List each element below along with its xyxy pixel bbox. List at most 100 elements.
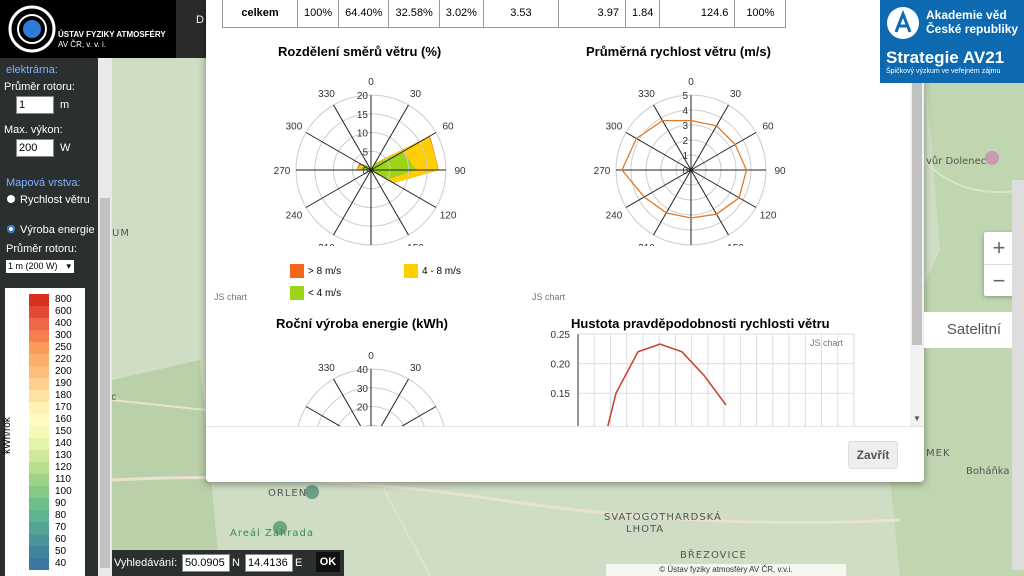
angle-label: 330 [638,89,655,100]
zoom-out-button[interactable]: − [992,268,1006,293]
radial-tick: 10 [357,129,369,140]
satellite-button[interactable]: Satelitní [924,312,1024,348]
rotor-label: Průměr rotoru: [4,81,75,93]
energy-title: Roční výroba energie (kWh) [276,316,448,331]
table-cell: 3.53 [482,0,559,28]
legend-swatch [29,318,49,330]
legend-tick: 200 [55,366,72,377]
institute-logo[interactable]: ÚSTAV FYZIKY ATMOSFÉRY AV ČR, v. v. i. [0,0,176,58]
close-button[interactable]: Zavřít [848,441,898,469]
radio-wind-label[interactable]: Rychlost větru [20,194,90,206]
legend-swatch [29,402,49,414]
color-legend: 800 600 400 300 250 220 200 190 180 170 160 150 140 1… [2,288,85,576]
angle-label: 210 [638,243,655,246]
legend-low: < 4 m/s [308,288,342,299]
radio-wind[interactable] [7,195,15,203]
power-input[interactable] [16,139,54,157]
radial-tick: 1 [682,151,688,162]
modal-content: celkem 100% 64.40% 32.58% 3.02% 3.53 3.9… [206,0,910,426]
radio-energy[interactable] [7,225,15,233]
spoke [370,132,437,171]
angle-label: 30 [410,89,422,100]
legend-tick: 50 [55,546,67,557]
table-cell: 32.58% [388,0,440,28]
wind-direction-chart: 030609012015018021024027030033020151050 [274,77,466,246]
radial-tick: 0 [682,166,688,177]
sidebar-scrollbar[interactable] [98,58,112,576]
y-tick: 0.15 [551,389,571,400]
nav-item-partial[interactable]: D [196,14,204,26]
angle-label: 0 [688,77,694,88]
sidebar-scroll-thumb[interactable] [100,198,110,568]
top-nav-strip: D [176,0,206,58]
density-line [607,343,727,426]
spoke [690,169,757,208]
map-label-svatogothardska: SVATOGOTHARDSKÁ [604,512,722,523]
angle-label: 150 [407,243,424,246]
modal-scroll-thumb[interactable] [912,0,922,345]
angle-label: 330 [318,363,335,374]
angle-label: 90 [774,166,786,177]
angle-label: 0 [368,351,374,362]
legend-swatch [29,522,49,534]
layer-heading: Mapová vrstva: [6,177,81,189]
angle-label: 240 [606,211,623,222]
latitude-input[interactable] [182,554,230,572]
legend-swatch-mid [404,264,418,278]
radio-energy-label[interactable]: Výroba energie [20,224,95,236]
radial-tick: 5 [362,147,368,158]
spoke [305,132,372,171]
spoke [333,104,372,171]
legend-tick: 300 [55,330,72,341]
legend-tick: 600 [55,306,72,317]
js-chart-label: JS chart [532,292,566,302]
radial-tick: 0 [362,166,368,177]
angle-label: 210 [318,243,335,246]
legend-swatch [29,390,49,402]
series-low-area [359,151,416,180]
density-title: Hustota pravděpodobnosti rychlosti větru [571,316,830,331]
power-unit: W [60,142,71,154]
modal-scrollbar[interactable]: ▼ [910,0,924,426]
radial-tick: 30 [357,384,369,395]
legend-tick: 170 [55,402,72,413]
legend-tick: 120 [55,462,72,473]
legend-tick: 180 [55,390,72,401]
legend-axis-wrap: kWh/rok [2,406,31,466]
legend-tick: 100 [55,486,72,497]
spoke [653,104,692,171]
rotor-input[interactable] [16,96,54,114]
legend-tick: 90 [55,498,67,509]
legend-tick: 40 [55,558,67,569]
scroll-down-icon[interactable]: ▼ [913,414,921,423]
legend-swatch [29,474,49,486]
radial-tick: 20 [357,403,369,414]
radial-tick: 5 [682,91,688,102]
search-ok-button[interactable]: OK [316,552,340,572]
angle-label: 60 [763,122,775,133]
spoke [690,132,757,171]
y-tick: 0.25 [551,330,571,341]
av21-badge[interactable]: Akademie věd České republiky Strategie A… [880,0,1024,83]
right-scrollbar[interactable] [1012,180,1024,570]
legend-swatch-low [290,286,304,300]
legend-tick: 70 [55,522,67,533]
legend-swatch [29,330,49,342]
legend-tick: 400 [55,318,72,329]
angle-label: 300 [606,122,623,133]
section-heading: elektrárna: [6,64,58,76]
density-chart: 0.25 0.20 0.15 [551,330,855,426]
av-line1: Akademie věd [926,8,1007,22]
rotor-select[interactable]: 1 m (200 W) ▾ [6,260,74,273]
summary-table: celkem 100% 64.40% 32.58% 3.02% 3.53 3.9… [222,0,787,28]
legend-tick: 80 [55,510,67,521]
zoom-in-button[interactable]: + [984,232,1014,265]
angle-label: 90 [454,166,466,177]
chart-modal: celkem 100% 64.40% 32.58% 3.02% 3.53 3.9… [206,0,924,482]
longitude-input[interactable] [245,554,293,572]
av-tagline: Špičkový výzkum ve veřejném zájmu [886,68,1001,75]
legend-tick: 800 [55,294,72,305]
spoke [305,169,372,208]
zoom-control: + − [984,232,1014,296]
map-label-dolenec: vůr Dolenec [926,156,987,167]
